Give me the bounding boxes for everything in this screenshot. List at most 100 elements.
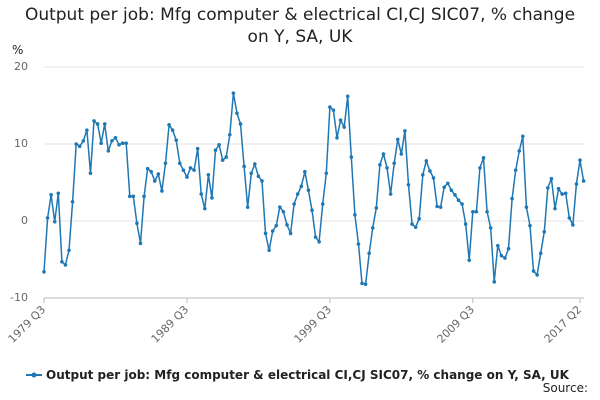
point: [413, 225, 418, 229]
point: [474, 209, 479, 214]
legend-marker: [31, 372, 37, 378]
point: [471, 209, 475, 214]
point: [563, 191, 568, 196]
point: [510, 196, 514, 201]
point: [317, 239, 321, 244]
point: [242, 164, 246, 169]
point: [127, 194, 132, 199]
point: [295, 192, 300, 196]
legend-label: Output per job: Mfg computer & electrica…: [46, 368, 570, 382]
point: [560, 192, 564, 196]
point: [417, 216, 422, 221]
point: [249, 171, 254, 176]
point: [60, 260, 64, 264]
point: [331, 108, 336, 112]
point: [460, 202, 464, 206]
point: [135, 221, 139, 226]
y-tick-label: -10: [10, 291, 28, 304]
point: [381, 152, 386, 156]
point: [456, 198, 461, 203]
point: [292, 202, 296, 206]
point: [521, 134, 525, 139]
point: [528, 223, 532, 228]
point: [195, 146, 200, 151]
source: Source:: [543, 381, 588, 395]
point: [235, 111, 239, 115]
point: [192, 168, 196, 172]
point: [238, 122, 243, 126]
point: [342, 125, 346, 129]
point: [467, 258, 472, 263]
point: [499, 253, 504, 258]
point: [303, 169, 307, 174]
point: [496, 243, 500, 248]
point: [549, 176, 554, 181]
point: [367, 251, 371, 256]
x-tick-label: 1989 Q3: [149, 303, 192, 346]
point: [281, 209, 286, 214]
y-axis-label: %: [12, 43, 23, 57]
point: [170, 128, 175, 132]
point: [42, 270, 46, 274]
point: [274, 223, 279, 228]
point: [313, 235, 318, 239]
point: [378, 162, 382, 167]
point: [124, 141, 128, 146]
point: [481, 156, 486, 160]
point: [424, 159, 429, 163]
point: [349, 155, 354, 159]
point: [224, 155, 229, 159]
point: [52, 219, 57, 224]
point: [70, 199, 75, 204]
point: [420, 173, 425, 177]
point: [531, 269, 536, 273]
point: [131, 194, 136, 199]
point: [152, 179, 157, 183]
point: [110, 139, 114, 143]
x-tick-label: 2017 Q2: [542, 303, 585, 346]
point: [138, 241, 143, 246]
point: [492, 280, 497, 284]
point: [102, 122, 107, 126]
y-tick-label: 20: [14, 60, 28, 73]
point: [517, 149, 522, 153]
point: [167, 122, 171, 127]
point: [574, 182, 579, 186]
point: [370, 226, 375, 230]
point: [445, 181, 450, 186]
point: [213, 148, 218, 152]
point: [278, 205, 282, 209]
point: [45, 216, 50, 220]
point: [56, 191, 61, 196]
point: [438, 205, 443, 209]
point: [356, 242, 361, 246]
point: [395, 137, 400, 142]
point: [335, 136, 339, 140]
point: [145, 166, 150, 171]
point: [77, 144, 82, 149]
point: [217, 142, 221, 147]
point: [435, 204, 439, 209]
point: [299, 184, 304, 189]
point: [88, 171, 93, 176]
point: [463, 222, 468, 226]
point: [285, 223, 289, 227]
x-tick-label: 2009 Q3: [435, 303, 478, 346]
point: [478, 166, 482, 170]
point: [388, 192, 393, 196]
point: [392, 161, 396, 166]
point: [92, 119, 96, 123]
point: [306, 188, 311, 192]
point: [363, 282, 368, 286]
point: [360, 281, 364, 286]
point: [385, 166, 389, 170]
point: [81, 139, 86, 143]
point: [442, 185, 447, 189]
point: [85, 128, 89, 132]
point: [99, 141, 103, 146]
point: [210, 196, 214, 200]
point: [106, 149, 111, 153]
point: [95, 122, 100, 126]
point: [453, 193, 457, 197]
point: [513, 168, 518, 172]
